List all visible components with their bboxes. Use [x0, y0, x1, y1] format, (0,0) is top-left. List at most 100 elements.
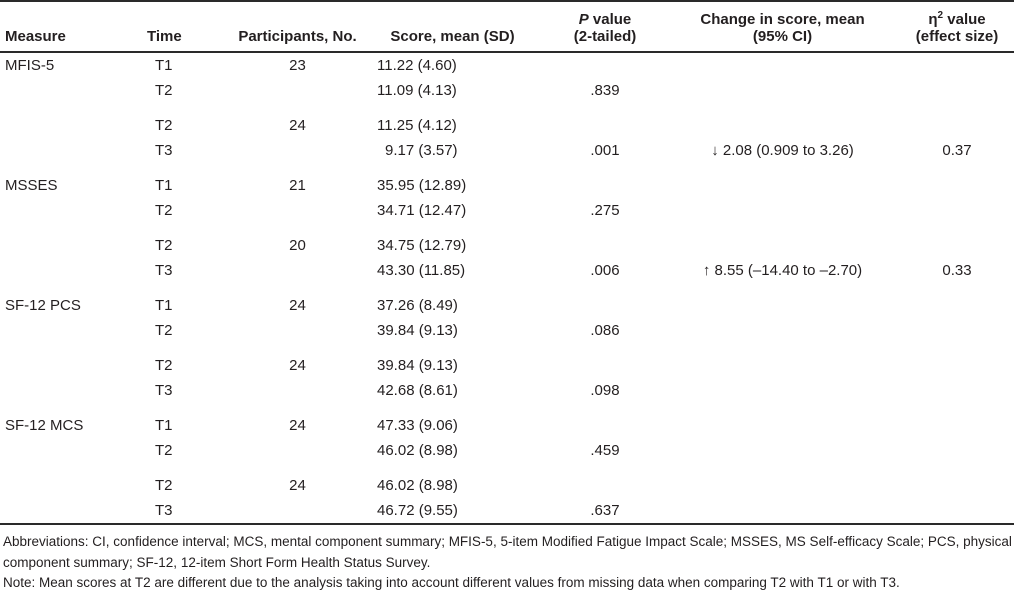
analysis-note: Note: Mean scores at T2 are different du…: [3, 575, 900, 590]
cell-p-value: [545, 103, 665, 138]
cell-eta: [900, 463, 1014, 498]
cell-score: 9.17 (3.57): [385, 142, 458, 159]
cell-p-value: .086: [590, 322, 620, 339]
abbreviations-note: Abbreviations: CI, confidence interval; …: [3, 534, 1012, 570]
table-row: SF-12 MCS T1 24 47.33 (9.06): [0, 403, 1014, 438]
header-participants: Participants, No.: [235, 1, 360, 53]
cell-p-value: .098: [590, 382, 620, 399]
cell-change: [665, 103, 900, 138]
cell-time: T3: [155, 382, 173, 399]
table-row: T3 43.30 (11.85) .006 ↑ 8.55 (–14.40 to …: [0, 258, 1014, 283]
cell-p-value: .001: [590, 142, 620, 159]
cell-change: ↓ 2.08 (0.909 to 3.26): [711, 142, 854, 159]
cell-measure: SF-12 PCS: [5, 297, 81, 314]
cell-measure: [0, 438, 145, 463]
cell-measure: [0, 498, 145, 524]
cell-p-value: .459: [590, 442, 620, 459]
cell-eta: [900, 378, 1014, 403]
cell-eta: [900, 498, 1014, 524]
cell-eta: 0.37: [942, 142, 972, 159]
header-change: Change in score, mean (95% CI): [665, 1, 900, 53]
cell-change: [665, 403, 900, 438]
cell-measure: [0, 138, 145, 163]
cell-change: [665, 198, 900, 223]
cell-participants: 24: [289, 477, 306, 494]
cell-change: [665, 78, 900, 103]
cell-change: [665, 463, 900, 498]
cell-p-value: .839: [590, 82, 620, 99]
cell-time: T3: [155, 142, 173, 159]
cell-time: T2: [155, 202, 173, 219]
cell-p-value: .006: [590, 262, 620, 279]
cell-score: 46.02 (8.98): [377, 477, 458, 494]
cell-score: 46.72 (9.55): [377, 502, 458, 519]
cell-participants: 24: [289, 357, 306, 374]
cell-score: 43.30 (11.85): [377, 262, 466, 279]
cell-participants: [235, 78, 360, 103]
cell-eta: [900, 163, 1014, 198]
cell-change: [665, 283, 900, 318]
cell-measure: MSSES: [5, 177, 58, 194]
cell-change: [665, 378, 900, 403]
cell-participants: [235, 258, 360, 283]
header-eta: η2 value (effect size): [900, 1, 1014, 53]
cell-measure: MFIS-5: [5, 57, 55, 74]
cell-change: [665, 438, 900, 463]
header-p-value: P value (2-tailed): [545, 1, 665, 53]
cell-time: T2: [155, 117, 173, 134]
cell-eta: [900, 78, 1014, 103]
cell-participants: 24: [289, 417, 306, 434]
cell-eta: [900, 52, 1014, 78]
cell-participants: [235, 198, 360, 223]
cell-eta: [900, 438, 1014, 463]
cell-change: [665, 52, 900, 78]
cell-time: T3: [155, 502, 173, 519]
cell-measure: [0, 378, 145, 403]
cell-p-value: [545, 223, 665, 258]
cell-time: T1: [155, 417, 173, 434]
cell-p-value: .275: [590, 202, 620, 219]
table-row: T2 24 39.84 (9.13): [0, 343, 1014, 378]
cell-eta: [900, 198, 1014, 223]
eta-symbol: η: [928, 11, 938, 28]
header-measure: Measure: [0, 1, 145, 53]
cell-participants: 21: [289, 177, 306, 194]
cell-measure: [0, 343, 145, 378]
cell-eta: [900, 223, 1014, 258]
cell-change: [665, 223, 900, 258]
cell-score: 11.25 (4.12): [377, 117, 457, 134]
cell-time: T1: [155, 177, 173, 194]
cell-participants: 20: [289, 237, 306, 254]
cell-score: 37.26 (8.49): [377, 297, 458, 314]
cell-score: 39.84 (9.13): [377, 357, 458, 374]
table-row: T2 46.02 (8.98) .459: [0, 438, 1014, 463]
cell-measure: [0, 198, 145, 223]
header-score: Score, mean (SD): [360, 1, 545, 53]
table-row: T2 24 11.25 (4.12): [0, 103, 1014, 138]
cell-participants: 24: [289, 117, 306, 134]
cell-score: 34.71 (12.47): [377, 202, 467, 219]
table-row: MFIS-5 T1 23 11.22 (4.60): [0, 52, 1014, 78]
cell-measure: [0, 78, 145, 103]
results-table: Measure Time Participants, No. Score, me…: [0, 0, 1014, 525]
table-row: MSSES T1 21 35.95 (12.89): [0, 163, 1014, 198]
cell-eta: 0.33: [942, 262, 972, 279]
cell-p-value: [545, 163, 665, 198]
table-row: T2 24 46.02 (8.98): [0, 463, 1014, 498]
cell-participants: 24: [289, 297, 306, 314]
cell-change: [665, 163, 900, 198]
cell-p-value: .637: [590, 502, 620, 519]
cell-score: 46.02 (8.98): [377, 442, 458, 459]
cell-time: T1: [155, 297, 173, 314]
cell-change: [665, 343, 900, 378]
table-row: T3 42.68 (8.61) .098: [0, 378, 1014, 403]
cell-time: T2: [155, 322, 173, 339]
cell-score: 39.84 (9.13): [377, 322, 458, 339]
cell-time: T2: [155, 477, 173, 494]
cell-participants: 23: [289, 57, 306, 74]
cell-change: ↑ 8.55 (–14.40 to –2.70): [702, 262, 863, 279]
cell-score: 11.09 (4.13): [377, 82, 457, 99]
cell-eta: [900, 318, 1014, 343]
cell-time: T3: [155, 262, 173, 279]
